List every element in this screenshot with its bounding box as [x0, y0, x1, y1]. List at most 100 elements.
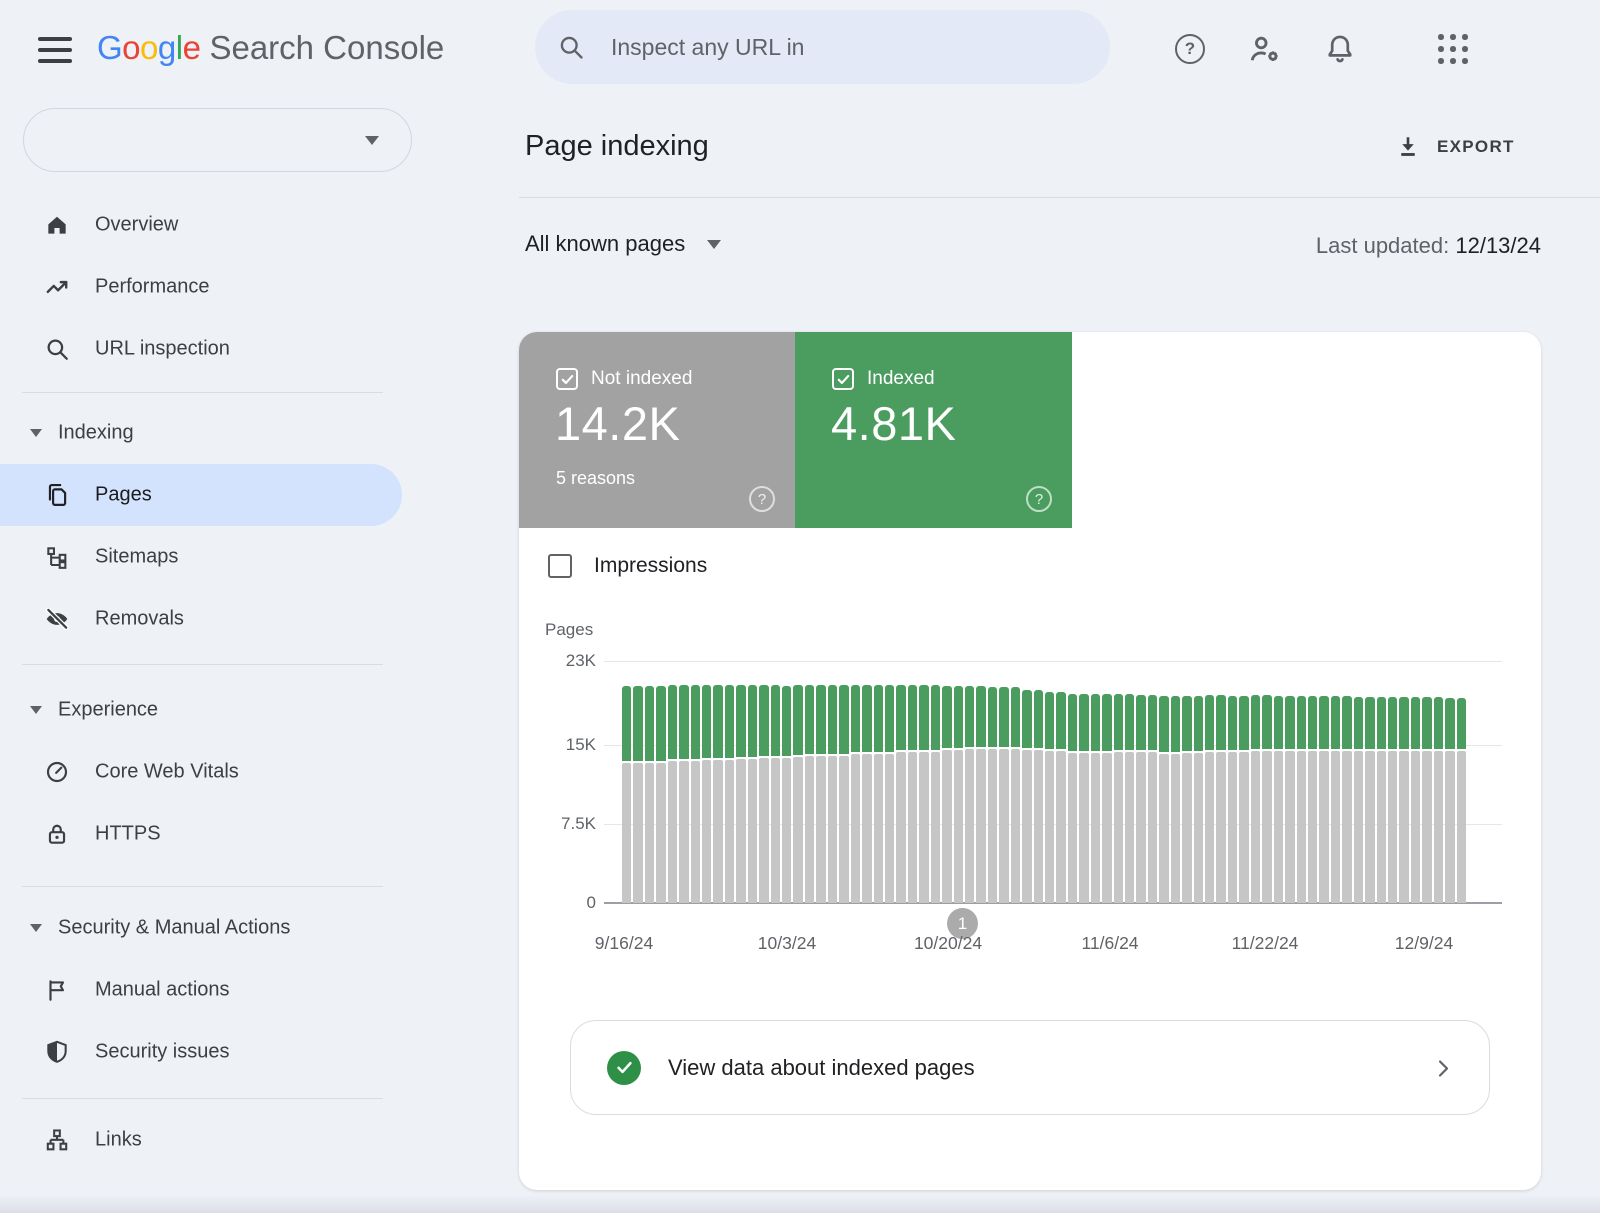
logo-letter: l — [175, 29, 183, 66]
annotation-marker[interactable]: 1 — [947, 908, 978, 939]
chart-bar — [747, 661, 758, 903]
last-updated-value: 12/13/24 — [1455, 233, 1541, 258]
sidebar-item-overview[interactable]: Overview — [0, 194, 402, 256]
y-tick-label: 0 — [586, 893, 596, 912]
sidebar-item-label: Manual actions — [95, 978, 230, 1001]
sidebar-item-url-inspection[interactable]: URL inspection — [0, 318, 402, 380]
chart-bar — [759, 661, 769, 903]
chart-bar — [1090, 661, 1101, 903]
chart-bar — [987, 661, 998, 903]
help-icon: ? — [1175, 34, 1205, 64]
search-input[interactable] — [611, 33, 1071, 61]
divider — [22, 886, 383, 887]
chart-bar — [1022, 661, 1032, 903]
chart-bar — [1216, 661, 1226, 903]
google-apps-button[interactable] — [1434, 30, 1472, 68]
window-bottom-edge — [0, 1195, 1600, 1213]
export-label: EXPORT — [1437, 137, 1515, 156]
sidebar-section-indexing[interactable]: Indexing — [0, 409, 402, 457]
sidebar-item-performance[interactable]: Performance — [0, 256, 402, 318]
chevron-down-icon — [365, 136, 379, 145]
help-button[interactable]: ? — [1171, 30, 1209, 68]
chart-bar — [873, 661, 883, 903]
shield-icon — [47, 1040, 67, 1063]
hamburger-menu-icon[interactable] — [38, 36, 74, 64]
section-label: Security & Manual Actions — [58, 916, 291, 939]
sidebar-section-experience[interactable]: Experience — [0, 686, 402, 734]
chart-bar — [884, 661, 895, 903]
impressions-checkbox[interactable] — [548, 554, 572, 578]
page-title: Page indexing — [525, 130, 709, 162]
last-updated: Last updated: 12/13/24 — [1160, 233, 1541, 259]
help-icon[interactable]: ? — [749, 486, 775, 512]
card-not-indexed[interactable]: Not indexed 14.2K 5 reasons ? — [519, 332, 795, 528]
export-button[interactable]: EXPORT — [1395, 126, 1545, 168]
impressions-toggle[interactable]: Impressions — [548, 554, 707, 578]
property-selector[interactable] — [23, 108, 412, 172]
page-scope-label: All known pages — [525, 231, 686, 256]
section-collapse-icon — [30, 429, 42, 437]
last-updated-label: Last updated: — [1315, 233, 1450, 258]
view-indexed-data-row[interactable]: View data about indexed pages — [570, 1020, 1490, 1115]
chart-bar — [1296, 661, 1306, 903]
chart-bar — [1273, 661, 1284, 903]
chart-bar — [1182, 661, 1192, 903]
indexed-checkbox[interactable] — [832, 368, 854, 390]
chart-y-axis-title: Pages — [545, 620, 594, 639]
divider — [22, 664, 383, 665]
chevron-down-icon — [707, 239, 722, 249]
chart-bar — [1433, 661, 1444, 903]
logo-letter: e — [182, 29, 201, 66]
chart-bar — [713, 661, 723, 903]
app-logo: Google Search Console — [97, 29, 444, 67]
chart-bar — [1285, 661, 1295, 903]
chart-bar — [1170, 661, 1181, 903]
chart-bar — [736, 661, 746, 903]
notifications-button[interactable] — [1321, 30, 1359, 68]
sidebar-item-pages[interactable]: Pages — [0, 464, 402, 526]
sidebar-item-label: Links — [95, 1128, 142, 1151]
sidebar-item-manual-actions[interactable]: Manual actions — [0, 959, 402, 1021]
url-inspect-search-bar[interactable] — [535, 10, 1110, 84]
chart-plot[interactable] — [622, 661, 1468, 903]
chart-bar — [1102, 661, 1112, 903]
chart-bar — [896, 661, 906, 903]
apps-grid-icon — [1438, 34, 1468, 64]
divider — [22, 1098, 383, 1099]
chart-bar — [919, 661, 929, 903]
checkmark-icon — [616, 1061, 632, 1074]
lock-icon — [48, 824, 66, 844]
sidebar-item-links[interactable]: Links — [0, 1109, 402, 1171]
user-settings-button[interactable] — [1246, 30, 1284, 68]
impressions-label: Impressions — [594, 554, 708, 577]
card-indexed[interactable]: Indexed 4.81K ? — [795, 332, 1072, 528]
x-tick-label: 12/9/24 — [1394, 933, 1454, 953]
sidebar-item-sitemaps[interactable]: Sitemaps — [0, 526, 402, 588]
section-collapse-icon — [30, 924, 42, 932]
help-icon[interactable]: ? — [1026, 486, 1052, 512]
pages-icon — [48, 483, 67, 506]
sidebar-item-label: Core Web Vitals — [95, 760, 239, 783]
x-tick-label: 11/22/24 — [1231, 933, 1299, 953]
not-indexed-checkbox[interactable] — [556, 368, 578, 390]
sidebar-item-https[interactable]: HTTPS — [0, 803, 402, 865]
chart-bar — [1056, 661, 1066, 903]
speedometer-icon — [46, 761, 68, 783]
x-axis-line — [604, 902, 1502, 904]
sidebar-item-core-web-vitals[interactable]: Core Web Vitals — [0, 741, 402, 803]
chart-bar — [1067, 661, 1078, 903]
chart-bar — [770, 661, 781, 903]
download-icon — [1401, 137, 1415, 156]
chart-bar — [1262, 661, 1272, 903]
sidebar-item-removals[interactable]: Removals — [0, 588, 402, 650]
chart-bar — [656, 661, 666, 903]
divider — [22, 392, 383, 393]
chart-bar — [690, 661, 700, 903]
flag-icon — [49, 980, 65, 1001]
logo-letter: g — [157, 29, 176, 66]
page-scope-dropdown[interactable]: All known pages — [525, 231, 722, 257]
sidebar-item-security-issues[interactable]: Security issues — [0, 1021, 402, 1083]
sidebar-section-security-manual-actions[interactable]: Security & Manual Actions — [0, 904, 402, 952]
chart-bar — [1387, 661, 1398, 903]
chart-bar — [804, 661, 815, 903]
